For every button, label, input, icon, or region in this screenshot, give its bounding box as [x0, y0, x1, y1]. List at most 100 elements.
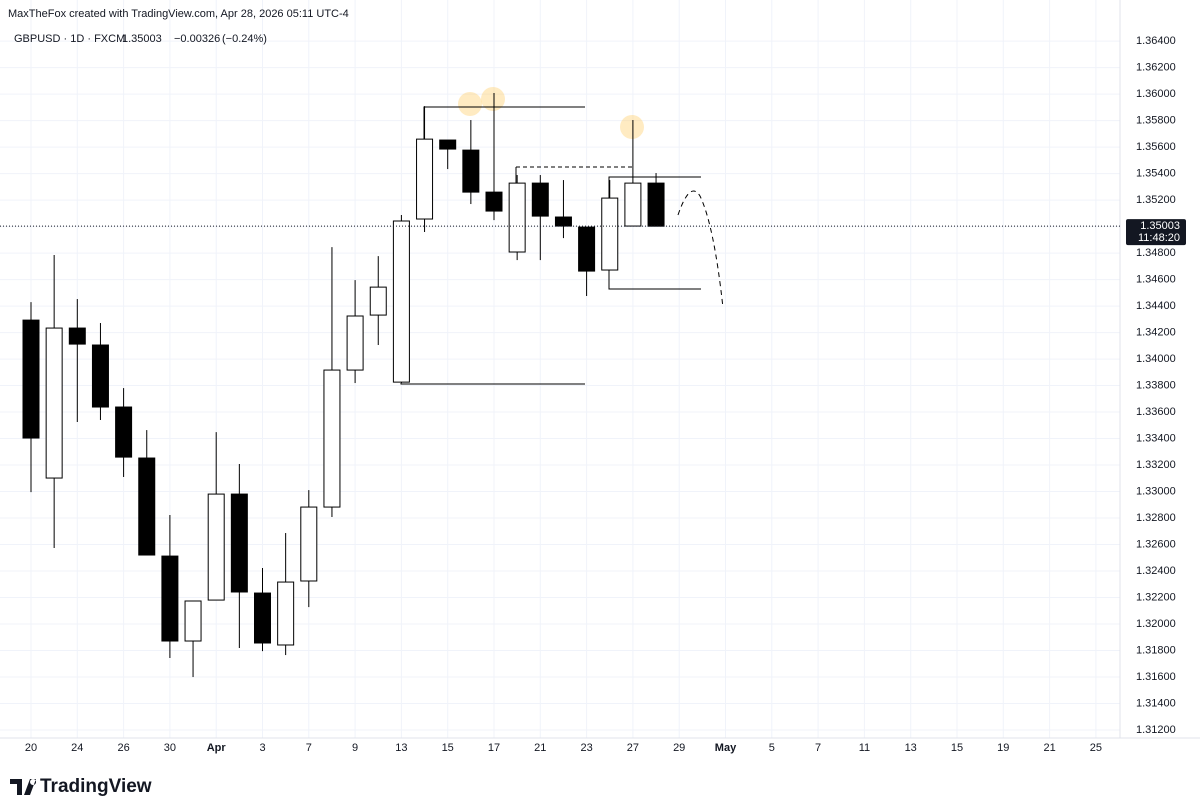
attribution: MaxTheFox created with TradingView.com, … — [8, 8, 349, 20]
highlight — [620, 115, 644, 139]
candle-body — [462, 149, 480, 193]
y-tick-label: 1.31400 — [1136, 697, 1176, 709]
logo: TradingView — [10, 776, 152, 797]
level-line — [400, 383, 585, 385]
x-tick-label: 23 — [580, 742, 592, 754]
x-tick-label: 21 — [1043, 742, 1055, 754]
candle-body — [369, 286, 387, 316]
x-tick-label: 11 — [859, 742, 870, 754]
price-tag-value: 1.35003 — [1140, 220, 1180, 232]
x-tick-label: 24 — [71, 742, 83, 754]
x-tick-label: 5 — [769, 742, 775, 754]
x-tick-label: 30 — [164, 742, 176, 754]
level-line — [608, 176, 701, 198]
y-tick-label: 1.36400 — [1136, 35, 1176, 47]
x-tick-label: 13 — [395, 742, 407, 754]
x-tick-label: 7 — [815, 742, 821, 754]
candle-body — [485, 191, 503, 212]
y-tick-label: 1.33000 — [1136, 485, 1176, 497]
y-tick-label: 1.31800 — [1136, 644, 1176, 656]
level-line — [423, 106, 585, 139]
x-tick-label: 15 — [951, 742, 963, 754]
candle-body — [161, 555, 179, 642]
candle-body — [254, 592, 271, 644]
candle-body — [439, 139, 457, 150]
drawings — [400, 87, 724, 385]
logo-icon — [10, 779, 37, 795]
y-tick-label: 1.33200 — [1136, 459, 1176, 471]
level-line — [608, 270, 701, 290]
grid — [0, 0, 1120, 738]
x-tick-label: Apr — [207, 742, 227, 754]
x-tick-label: 15 — [442, 742, 454, 754]
candle-body — [277, 581, 295, 646]
last-price: 1.35003 — [122, 33, 162, 45]
y-tick-label: 1.31600 — [1136, 671, 1176, 683]
x-tick-label: 25 — [1090, 742, 1102, 754]
change-percent: (−0.24%) — [222, 33, 267, 45]
candle-body — [624, 182, 642, 227]
candle-body — [554, 216, 572, 227]
y-tick-label: 1.33600 — [1136, 406, 1176, 418]
y-tick-label: 1.32200 — [1136, 591, 1176, 603]
candle-body — [207, 493, 225, 601]
brand: TradingView — [40, 776, 152, 797]
highlight — [458, 92, 482, 116]
y-tick-label: 1.32000 — [1136, 618, 1176, 630]
y-tick-label: 1.34600 — [1136, 273, 1176, 285]
x-tick-label: 20 — [25, 742, 37, 754]
x-tick-label: 13 — [905, 742, 917, 754]
x-tick-label: 7 — [306, 742, 312, 754]
symbol: GBPUSD · 1D · FXCM — [14, 33, 125, 45]
x-tick-label: 27 — [627, 742, 639, 754]
candle-body — [230, 493, 248, 593]
x-tick-label: 17 — [488, 742, 500, 754]
y-tick-label: 1.36200 — [1136, 61, 1176, 73]
y-tick-label: 1.35800 — [1136, 114, 1176, 126]
y-tick-label: 1.35200 — [1136, 194, 1176, 206]
candle-body — [115, 406, 133, 458]
candle-body — [416, 138, 434, 220]
y-tick-label: 1.33400 — [1136, 432, 1176, 444]
candle-body — [531, 182, 549, 217]
candle-body — [22, 319, 40, 439]
x-tick-label: May — [715, 742, 737, 754]
x-tick-label: 29 — [673, 742, 685, 754]
y-tick-label: 1.34800 — [1136, 247, 1176, 259]
y-tick-label: 1.36000 — [1136, 88, 1176, 100]
y-tick-label: 1.31200 — [1136, 724, 1176, 736]
candles — [22, 93, 665, 678]
highlight — [481, 87, 505, 111]
price-tag — [1126, 219, 1186, 246]
candle-body — [578, 226, 596, 272]
candle-body — [184, 600, 202, 642]
y-tick-label: 1.35600 — [1136, 141, 1176, 153]
y-tick-label: 1.33800 — [1136, 379, 1176, 391]
candle-body — [601, 197, 619, 271]
x-tick-label: 26 — [117, 742, 129, 754]
candle-body — [68, 327, 86, 345]
x-tick-label: 21 — [534, 742, 546, 754]
y-tick-label: 1.35400 — [1136, 167, 1176, 179]
candle-body — [45, 327, 63, 479]
y-tick-label: 1.34400 — [1136, 300, 1176, 312]
x-tick-label: 19 — [997, 742, 1009, 754]
candle-body — [91, 344, 109, 408]
countdown: 11:48:20 — [1138, 232, 1180, 244]
candle-body — [392, 220, 410, 383]
candle-body — [138, 457, 156, 556]
y-tick-label: 1.32800 — [1136, 512, 1176, 524]
y-tick-label: 1.32600 — [1136, 538, 1176, 550]
candle-body — [647, 182, 665, 227]
candle-body — [323, 369, 341, 508]
y-tick-label: 1.32400 — [1136, 565, 1176, 577]
y-tick-label: 1.34000 — [1136, 353, 1176, 365]
candle-body — [508, 182, 526, 253]
projection-path — [677, 190, 724, 309]
change: −0.00326 — [174, 33, 220, 45]
x-tick-label: 3 — [259, 742, 265, 754]
x-tick-label: 9 — [352, 742, 358, 754]
y-tick-label: 1.34200 — [1136, 326, 1176, 338]
